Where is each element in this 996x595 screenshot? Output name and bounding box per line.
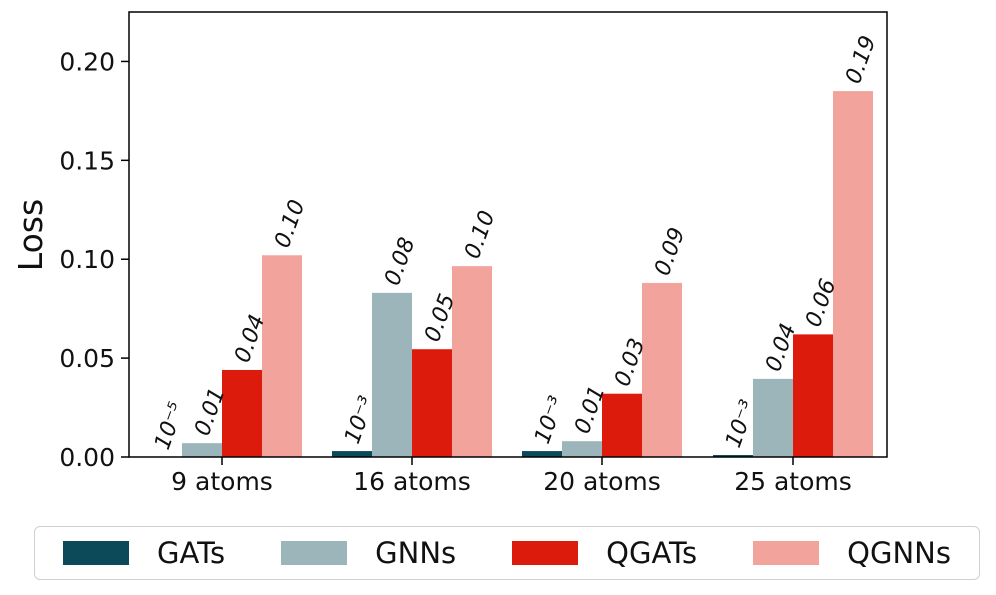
- bar-qgats: [222, 369, 262, 457]
- bar-gnns: [562, 441, 602, 457]
- bar-value-label: 0.10: [460, 208, 500, 263]
- bar-gats: [332, 451, 372, 457]
- legend-entry-qgats: QGATs: [512, 536, 697, 570]
- legend: GATs GNNs QGATs QGNNs: [34, 526, 980, 580]
- y-axis-label: Loss: [11, 199, 50, 271]
- y-tick-label: 0.00: [59, 443, 115, 472]
- y-tick-label: 0.10: [59, 245, 115, 274]
- legend-label-qgnns: QGNNs: [847, 536, 951, 570]
- legend-swatch-gats: [63, 541, 130, 565]
- bar-qgnns: [262, 255, 302, 457]
- bar-value-label: 0.09: [650, 224, 690, 279]
- x-tick-label: 20 atoms: [543, 467, 661, 496]
- bar-qgats: [412, 349, 452, 457]
- bar-qgnns: [642, 282, 682, 457]
- bar-value-label: 0.08: [380, 234, 420, 289]
- legend-label-gats: GATs: [157, 536, 226, 570]
- y-tick-label: 0.05: [59, 344, 115, 373]
- y-tick-label: 0.15: [59, 146, 115, 175]
- x-tick-label: 25 atoms: [734, 467, 852, 496]
- bar-qgats: [602, 393, 642, 457]
- bar-qgnns: [833, 91, 873, 457]
- legend-label-qgats: QGATs: [606, 536, 698, 570]
- bar-gnns: [753, 378, 793, 457]
- legend-swatch-qgats: [512, 541, 579, 565]
- x-tick-label: 16 atoms: [353, 467, 471, 496]
- bar-gats: [522, 451, 562, 457]
- bar-gnns: [372, 292, 412, 457]
- legend-swatch-qgnns: [753, 541, 820, 565]
- legend-label-gnns: GNNs: [375, 536, 457, 570]
- bar-qgnns: [452, 266, 492, 457]
- bar-value-label: 0.10: [270, 197, 310, 252]
- bar-value-label: 0.19: [841, 33, 881, 88]
- legend-entry-qgnns: QGNNs: [753, 536, 951, 570]
- plot-frame: [128, 11, 888, 458]
- bar-gats: [713, 455, 753, 457]
- legend-entry-gats: GATs: [63, 536, 225, 570]
- legend-swatch-gnns: [281, 541, 348, 565]
- y-tick-label: 0.20: [59, 47, 115, 76]
- x-tick-label: 9 atoms: [171, 467, 273, 496]
- bar-qgats: [793, 334, 833, 457]
- legend-entry-gnns: GNNs: [281, 536, 456, 570]
- bar-value-label: 10⁻³: [530, 393, 570, 447]
- bar-gnns: [182, 443, 222, 457]
